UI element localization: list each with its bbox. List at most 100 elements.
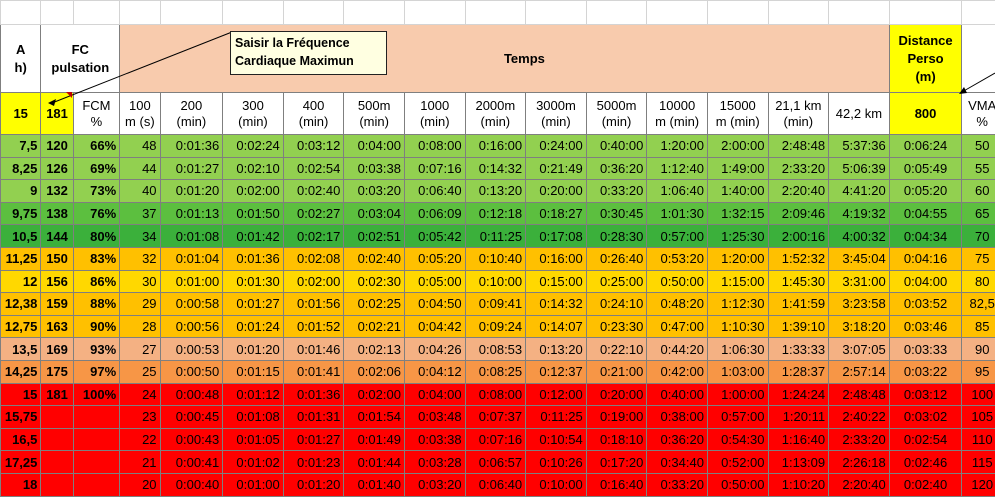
- table-cell-vma[interactable]: 12,75: [0, 314, 42, 339]
- table-cell-t500[interactable]: 0:03:38: [343, 156, 405, 181]
- table-cell-t10000[interactable]: 0:57:00: [646, 224, 708, 248]
- table-cell-t10000[interactable]: 1:12:40: [646, 156, 708, 181]
- table-cell-t500[interactable]: 0:03:20: [343, 179, 405, 203]
- table-cell-pct[interactable]: 86%: [72, 269, 121, 294]
- table-cell-t1000[interactable]: 0:04:12: [403, 359, 466, 384]
- table-cell-t1000[interactable]: 0:03:20: [403, 472, 466, 497]
- table-cell-t21[interactable]: 1:20:11: [767, 405, 830, 429]
- table-cell-fc[interactable]: 132: [40, 179, 74, 203]
- table-cell-t3000[interactable]: 0:12:00: [525, 382, 587, 407]
- table-cell-vma[interactable]: 15,75: [0, 405, 42, 429]
- table-cell-t3000[interactable]: 0:18:27: [525, 201, 587, 226]
- table-cell-t21[interactable]: 2:33:20: [767, 156, 830, 181]
- table-cell-t15000[interactable]: 0:50:00: [706, 472, 769, 497]
- table-cell-vpct[interactable]: 95: [961, 359, 995, 384]
- table-cell-t10000[interactable]: 0:36:20: [646, 427, 708, 452]
- table-cell-t1000[interactable]: 0:04:42: [403, 314, 466, 339]
- table-cell-t500[interactable]: 0:01:44: [343, 450, 405, 474]
- table-cell-t500[interactable]: 0:01:54: [343, 405, 405, 429]
- table-cell-t100[interactable]: 32: [119, 246, 161, 271]
- table-cell-t42[interactable]: 3:31:00: [828, 269, 890, 294]
- table-cell-t100[interactable]: 48: [119, 134, 161, 158]
- table-cell-tdist[interactable]: 0:05:49: [888, 156, 963, 181]
- table-cell-fc[interactable]: 138: [40, 201, 74, 226]
- distance-input-cell[interactable]: 800: [888, 92, 963, 135]
- table-cell-vpct[interactable]: 80: [961, 269, 995, 294]
- table-cell-t1000[interactable]: 0:03:48: [403, 405, 466, 429]
- table-cell-t5000[interactable]: 0:18:10: [585, 427, 648, 452]
- table-cell-t10000[interactable]: 1:01:30: [646, 201, 708, 226]
- table-cell-t1000[interactable]: 0:05:42: [403, 224, 466, 248]
- table-cell-t42[interactable]: 2:20:40: [828, 472, 890, 497]
- table-cell-t100[interactable]: 22: [119, 427, 161, 452]
- table-cell-t15000[interactable]: 1:40:00: [706, 179, 769, 203]
- table-cell-t500[interactable]: 0:02:30: [343, 269, 405, 294]
- table-cell-vma[interactable]: 9,75: [0, 201, 42, 226]
- table-cell-t3000[interactable]: 0:10:26: [525, 450, 587, 474]
- table-cell-t200[interactable]: 0:01:13: [159, 201, 224, 226]
- table-cell-t1000[interactable]: 0:04:00: [403, 382, 466, 407]
- table-cell-vpct[interactable]: 82,5: [961, 292, 995, 316]
- table-cell-vma[interactable]: 8,25: [0, 156, 42, 181]
- table-cell-fc[interactable]: 120: [40, 134, 74, 158]
- table-cell-t500[interactable]: 0:02:40: [343, 246, 405, 271]
- table-cell-t42[interactable]: 5:37:36: [828, 134, 890, 158]
- table-cell-tdist[interactable]: 0:04:55: [888, 201, 963, 226]
- table-cell-t2000[interactable]: 0:08:00: [464, 382, 527, 407]
- table-cell-vpct[interactable]: 70: [961, 224, 995, 248]
- table-cell-t1000[interactable]: 0:06:40: [403, 179, 466, 203]
- table-cell-t500[interactable]: 0:02:06: [343, 359, 405, 384]
- table-cell-pct[interactable]: 66%: [72, 134, 121, 158]
- table-cell-tdist[interactable]: 0:02:46: [888, 450, 963, 474]
- table-cell-t2000[interactable]: 0:10:00: [464, 269, 527, 294]
- table-cell-t21[interactable]: 1:28:37: [767, 359, 830, 384]
- table-cell-vpct[interactable]: 90: [961, 337, 995, 361]
- table-cell-pct[interactable]: [72, 472, 121, 497]
- table-cell-t21[interactable]: 1:10:20: [767, 472, 830, 497]
- table-cell-vma[interactable]: 12,38: [0, 292, 42, 316]
- table-cell-t3000[interactable]: 0:12:37: [525, 359, 587, 384]
- table-cell-t3000[interactable]: 0:16:00: [525, 246, 587, 271]
- table-cell-t10000[interactable]: 0:40:00: [646, 382, 708, 407]
- table-cell-vma[interactable]: 12: [0, 269, 42, 294]
- table-cell-t5000[interactable]: 0:20:00: [585, 382, 648, 407]
- table-cell-t5000[interactable]: 0:25:00: [585, 269, 648, 294]
- table-cell-t42[interactable]: 2:57:14: [828, 359, 890, 384]
- table-cell-t500[interactable]: 0:02:25: [343, 292, 405, 316]
- table-cell-t2000[interactable]: 0:07:37: [464, 405, 527, 429]
- table-cell-t1000[interactable]: 0:07:16: [403, 156, 466, 181]
- table-cell-t21[interactable]: 1:45:30: [767, 269, 830, 294]
- table-cell-t15000[interactable]: 1:25:30: [706, 224, 769, 248]
- table-cell-t2000[interactable]: 0:08:53: [464, 337, 527, 361]
- table-cell-t100[interactable]: 40: [119, 179, 161, 203]
- table-cell-t400[interactable]: 0:01:36: [282, 382, 345, 407]
- table-cell-t200[interactable]: 0:00:58: [159, 292, 224, 316]
- table-cell-fc[interactable]: 126: [40, 156, 74, 181]
- table-cell-t200[interactable]: 0:01:20: [159, 179, 224, 203]
- table-cell-t100[interactable]: 25: [119, 359, 161, 384]
- table-cell-pct[interactable]: 76%: [72, 201, 121, 226]
- table-cell-t1000[interactable]: 0:04:26: [403, 337, 466, 361]
- table-cell-fc[interactable]: 144: [40, 224, 74, 248]
- table-cell-tdist[interactable]: 0:06:24: [888, 134, 963, 158]
- table-cell-t100[interactable]: 21: [119, 450, 161, 474]
- table-cell-t300[interactable]: 0:01:05: [222, 427, 284, 452]
- table-cell-t1000[interactable]: 0:08:00: [403, 134, 466, 158]
- table-cell-t5000[interactable]: 0:28:30: [585, 224, 648, 248]
- table-cell-t400[interactable]: 0:01:23: [282, 450, 345, 474]
- table-cell-t10000[interactable]: 0:53:20: [646, 246, 708, 271]
- table-cell-t15000[interactable]: 2:00:00: [706, 134, 769, 158]
- table-cell-t42[interactable]: 2:48:48: [828, 382, 890, 407]
- table-cell-t10000[interactable]: 0:47:00: [646, 314, 708, 339]
- table-cell-t200[interactable]: 0:00:50: [159, 359, 224, 384]
- table-cell-tdist[interactable]: 0:03:52: [888, 292, 963, 316]
- table-cell-t2000[interactable]: 0:09:24: [464, 314, 527, 339]
- table-cell-t2000[interactable]: 0:16:00: [464, 134, 527, 158]
- table-cell-vpct[interactable]: 85: [961, 314, 995, 339]
- table-cell-t21[interactable]: 1:39:10: [767, 314, 830, 339]
- table-cell-t10000[interactable]: 1:06:40: [646, 179, 708, 203]
- table-cell-t5000[interactable]: 0:22:10: [585, 337, 648, 361]
- table-cell-t42[interactable]: 5:06:39: [828, 156, 890, 181]
- table-cell-t400[interactable]: 0:02:00: [282, 269, 345, 294]
- table-cell-t5000[interactable]: 0:33:20: [585, 179, 648, 203]
